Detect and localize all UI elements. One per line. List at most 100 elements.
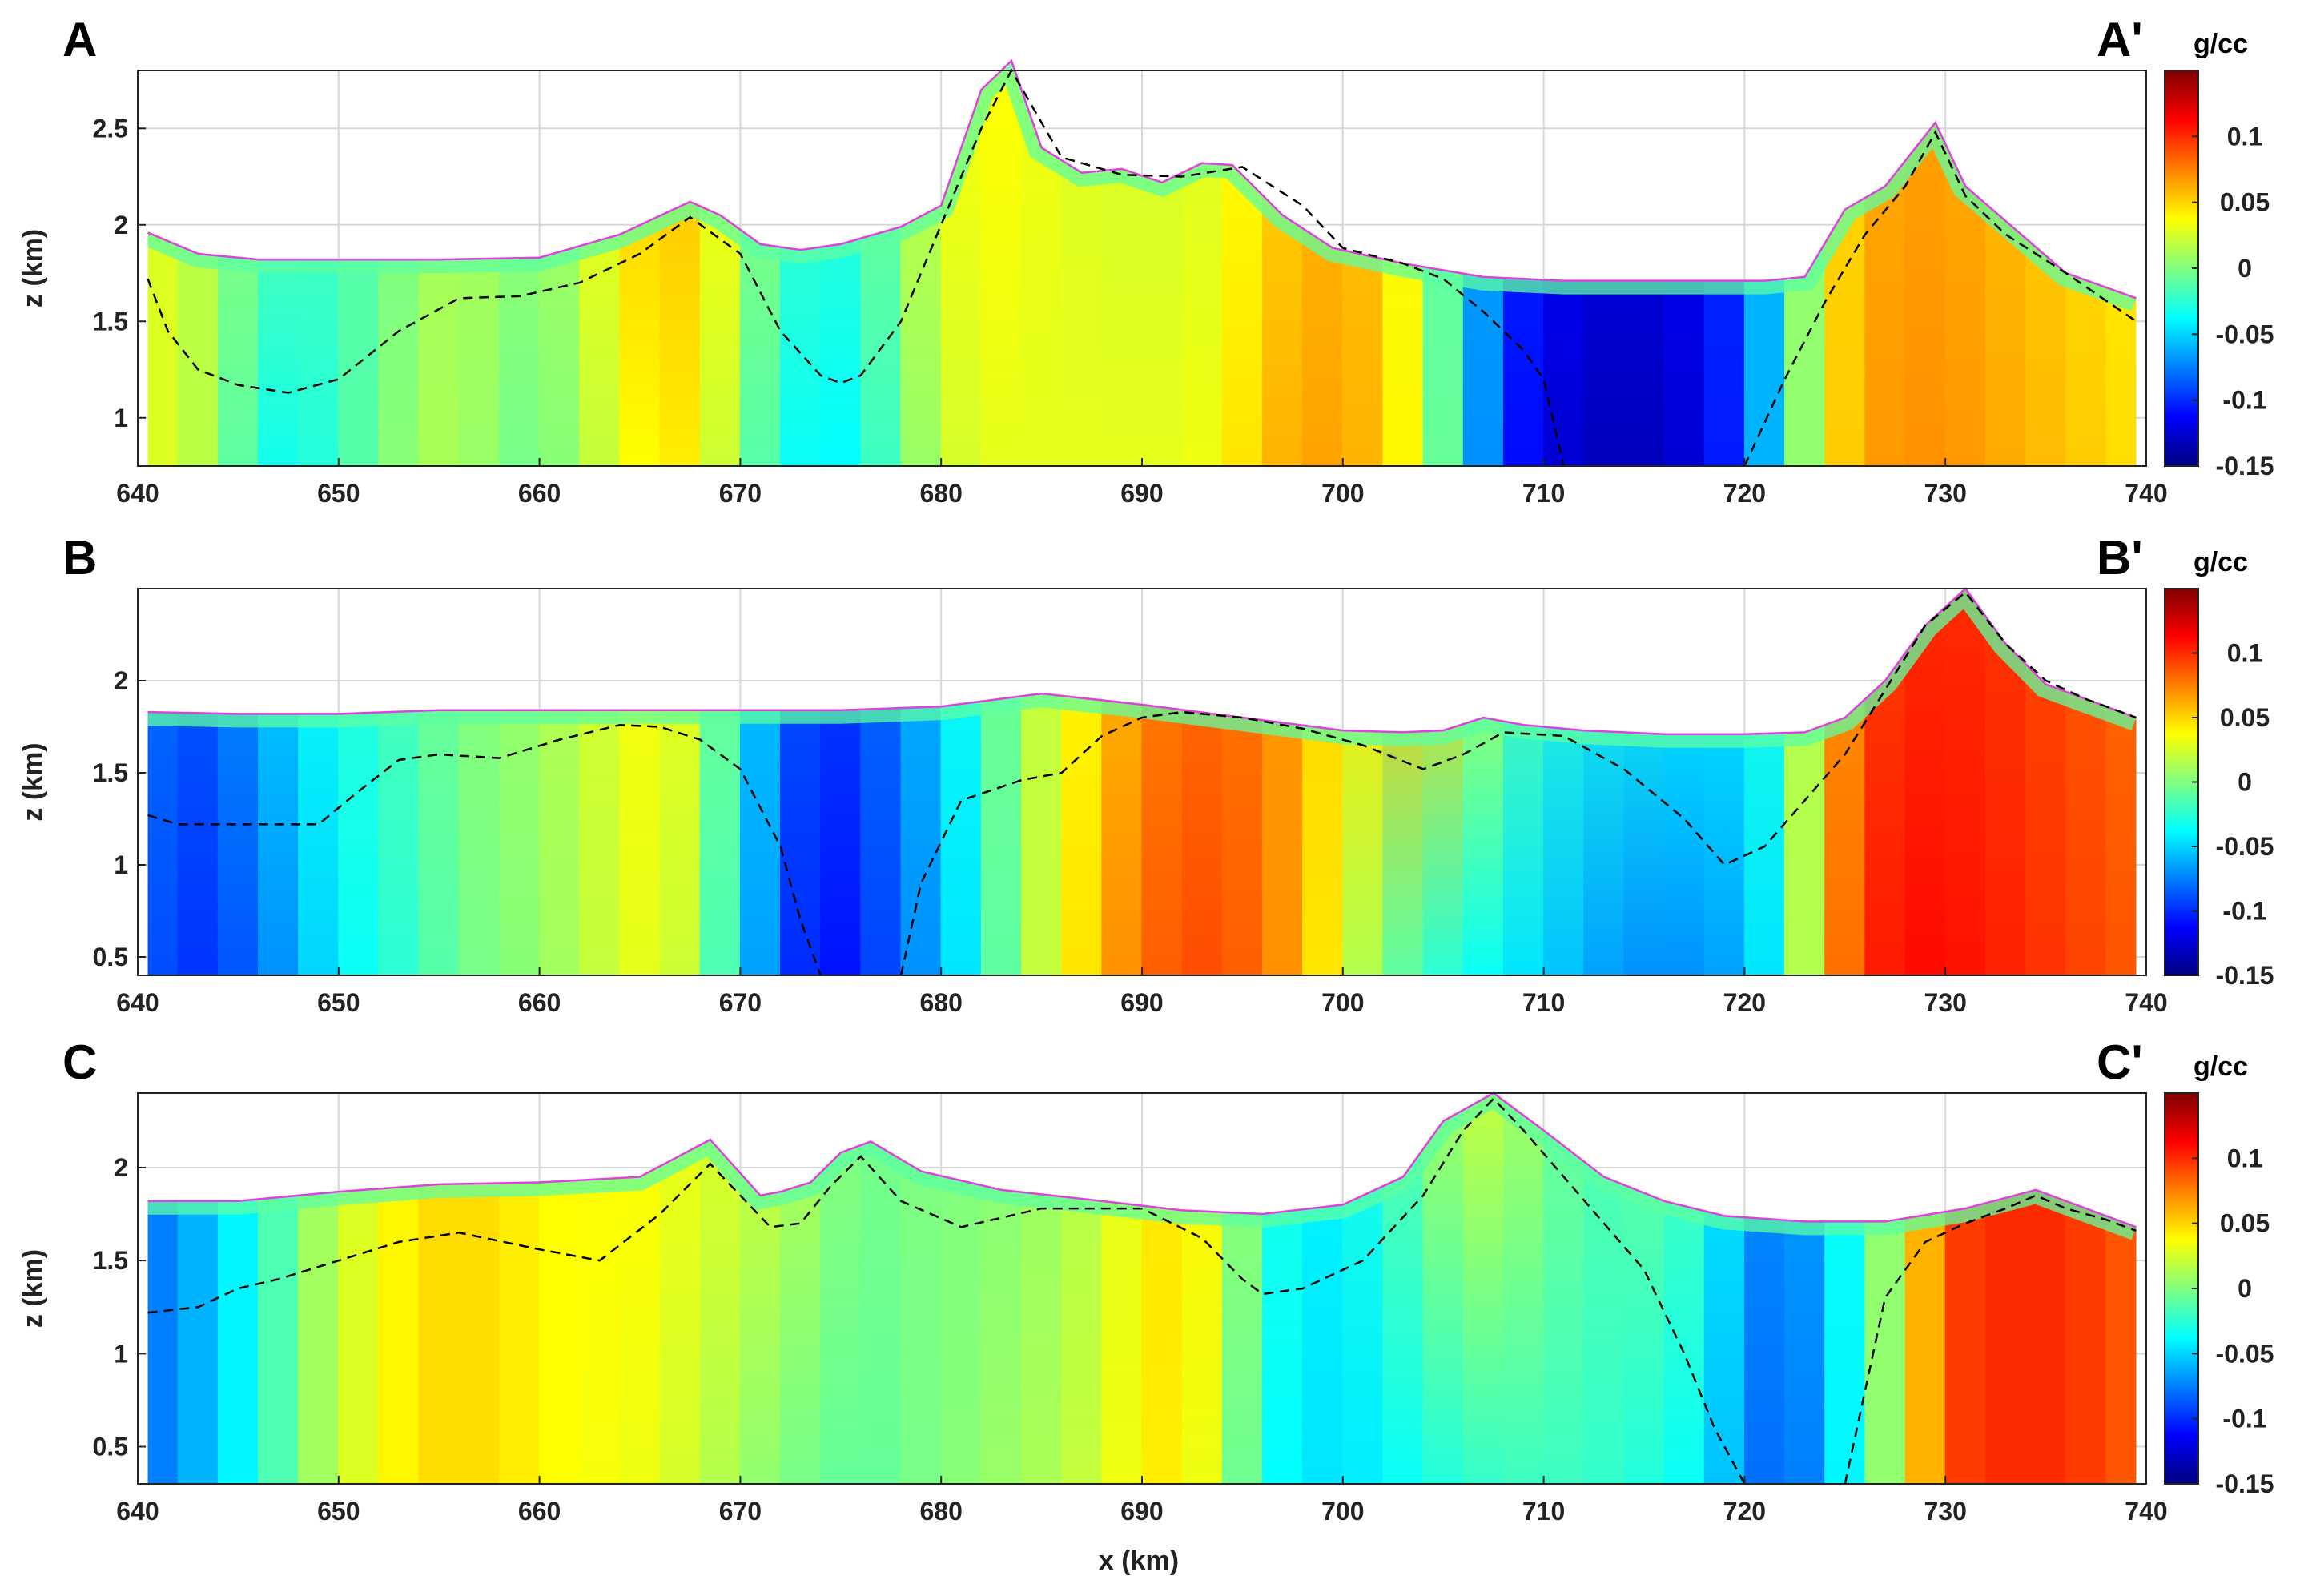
x-tick-label: 640: [116, 479, 159, 508]
colorbar-tick-label: 0.05: [2220, 188, 2270, 217]
basement-contour-2: [899, 590, 2137, 976]
basement-contour-2: [1743, 130, 2137, 467]
colorbar-tick-label: 0.1: [2227, 1144, 2262, 1172]
colorbar-tick-label: 0.1: [2227, 122, 2262, 151]
density-column: [1101, 70, 1143, 466]
x-tick-label: 670: [719, 479, 762, 508]
colorbar-unit: g/cc: [2193, 1051, 2248, 1082]
density-column: [298, 1093, 340, 1484]
density-column: [498, 589, 541, 975]
x-tick-label: 650: [317, 988, 360, 1017]
y-axis-label: z (km): [18, 742, 48, 821]
x-tick-label: 690: [1120, 988, 1163, 1017]
density-column: [2065, 589, 2107, 975]
density-column: [1061, 589, 1103, 975]
density-column: [539, 1093, 581, 1484]
density-column: [257, 1093, 300, 1484]
panel-label-left: B: [62, 531, 97, 585]
panel-label-right: C': [2097, 1035, 2143, 1089]
density-column: [338, 1093, 380, 1484]
density-column: [1904, 1093, 1946, 1484]
density-column: [177, 1093, 219, 1484]
density-column: [619, 70, 661, 466]
density-column: [2105, 1093, 2137, 1484]
density-column: [1141, 1093, 1183, 1484]
x-tick-label: 660: [518, 479, 561, 508]
density-column: [1261, 589, 1304, 975]
density-column: [1061, 1093, 1103, 1484]
density-column: [1623, 70, 1665, 466]
density-column: [1703, 1093, 1745, 1484]
density-column: [820, 589, 862, 975]
density-column: [498, 1093, 541, 1484]
panel-a: 640 650 660 670 680 690 700 710 720 730 740 1 1.5 2 2.…: [18, 13, 2274, 508]
density-column: [699, 589, 741, 975]
colorbar-tick-label: -0.05: [2216, 1339, 2274, 1368]
density-column: [1221, 70, 1263, 466]
x-tick-label: 720: [1723, 1497, 1766, 1526]
density-column: [619, 1093, 661, 1484]
topography-line: [147, 587, 2137, 735]
density-column: [1502, 1093, 1545, 1484]
topography-line: [147, 58, 2137, 300]
x-tick-label: 670: [719, 988, 762, 1017]
x-tick-label: 710: [1522, 1497, 1565, 1526]
x-tick-label: 730: [1924, 988, 1967, 1017]
density-column: [418, 589, 460, 975]
y-tick-label: 1.5: [93, 758, 128, 787]
basement-contour-2: [1844, 1194, 2137, 1485]
density-column: [1302, 589, 1344, 975]
density-column: [579, 1093, 621, 1484]
density-column: [1502, 589, 1545, 975]
density-column: [699, 70, 741, 466]
density-column: [378, 589, 420, 975]
topography-line: [147, 1091, 2137, 1228]
basement-contour-1: [147, 1097, 1746, 1485]
density-column: [860, 589, 902, 975]
density-column: [1342, 589, 1384, 975]
density-column: [659, 70, 701, 466]
x-tick-label: 660: [518, 988, 561, 1017]
x-tick-label: 640: [116, 1497, 159, 1526]
density-column: [1181, 589, 1223, 975]
density-column: [1703, 70, 1745, 466]
density-column: [659, 589, 701, 975]
density-column: [1864, 589, 1906, 975]
x-tick-label: 740: [2125, 1497, 2167, 1526]
x-tick-label: 690: [1120, 479, 1163, 508]
density-column: [1663, 1093, 1705, 1484]
density-column: [458, 1093, 500, 1484]
basement-contour-1: [147, 723, 822, 976]
colorbar-tick-label: 0: [2238, 254, 2252, 283]
y-tick-label: 1: [114, 850, 128, 879]
density-column: [1864, 70, 1906, 466]
density-column: [1101, 589, 1143, 975]
density-column: [147, 70, 179, 466]
density-column: [900, 1093, 942, 1484]
density-column: [1543, 589, 1585, 975]
density-column: [1462, 1093, 1504, 1484]
density-column: [1583, 1093, 1625, 1484]
x-tick-label: 650: [317, 479, 360, 508]
density-column: [1502, 70, 1545, 466]
x-tick-label: 700: [1321, 479, 1364, 508]
y-tick-label: 1.5: [93, 1246, 128, 1275]
density-column: [539, 589, 581, 975]
x-tick-label: 660: [518, 1497, 561, 1526]
density-column: [1984, 1093, 2027, 1484]
density-column: [1944, 1093, 1986, 1484]
density-column: [257, 589, 300, 975]
density-column: [1583, 70, 1625, 466]
x-tick-label: 740: [2125, 479, 2167, 508]
density-column: [458, 589, 500, 975]
density-column: [1543, 70, 1585, 466]
density-column: [739, 70, 782, 466]
density-column: [418, 1093, 460, 1484]
density-column: [1583, 589, 1625, 975]
density-column: [579, 589, 621, 975]
density-column: [1824, 70, 1866, 466]
density-column: [1221, 589, 1263, 975]
y-tick-label: 2.5: [93, 114, 128, 143]
density-column: [1824, 1093, 1866, 1484]
